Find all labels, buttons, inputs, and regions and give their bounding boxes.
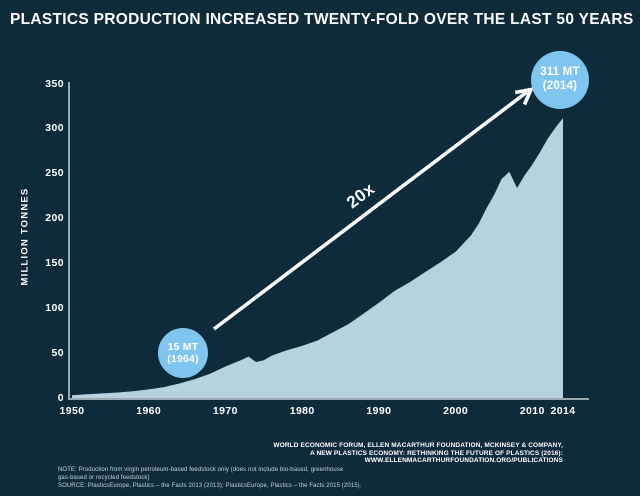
y-tick-label: 100: [45, 301, 64, 314]
y-tick-label: 250: [45, 167, 64, 180]
x-tick-label: 2010: [519, 405, 545, 417]
note-line: NOTE: Production from virgin petroleum-b…: [58, 467, 344, 473]
growth-arrow-head-icon: [514, 87, 535, 106]
source-attribution: WORLD ECONOMIC FORUM, ELLEN MACARTHUR FO…: [273, 442, 563, 465]
y-tick-label: 300: [45, 122, 64, 135]
footnote: NOTE: Production from virgin petroleum-b…: [58, 466, 362, 490]
y-tick-label: 50: [51, 346, 64, 359]
page-title: PLASTICS PRODUCTION INCREASED TWENTY-FOL…: [10, 11, 634, 28]
x-tick-label: 1970: [212, 405, 238, 417]
x-tick-label: 2014: [550, 405, 576, 417]
end-annotation-bubble: 311 MT (2014): [531, 51, 589, 109]
source-line: WWW.ELLENMACARTHURFOUNDATION.ORG/PUBLICA…: [364, 457, 563, 465]
x-tick-label: 1960: [136, 405, 162, 417]
x-tick-label: 1950: [59, 405, 85, 417]
start-bubble-value: 15 MT: [167, 340, 199, 353]
y-tick-label: 150: [45, 256, 64, 269]
start-bubble-year: (1964): [167, 353, 199, 365]
y-tick-label: 0: [57, 391, 64, 404]
source-line: A NEW PLASTICS ECONOMY: RETHINKING THE F…: [309, 449, 563, 457]
end-bubble-year: (2014): [542, 80, 578, 92]
source-line: WORLD ECONOMIC FORUM, ELLEN MACARTHUR FO…: [273, 442, 563, 449]
x-tick-label: 1980: [289, 405, 315, 417]
note-line: SOURCE: PlasticsEurope, Plastics – the F…: [58, 483, 362, 489]
growth-arrow-line: [212, 90, 529, 331]
y-tick-label: 350: [45, 77, 64, 90]
end-bubble-value: 311 MT: [540, 66, 580, 79]
note-line: gas-based or recycled feedstock): [58, 475, 150, 481]
x-tick-label: 1990: [366, 405, 392, 417]
y-tick-label: 200: [45, 212, 64, 225]
production-area-series: [72, 118, 563, 399]
x-tick-label: 2000: [443, 405, 469, 417]
start-annotation-bubble: 15 MT (1964): [158, 328, 208, 378]
